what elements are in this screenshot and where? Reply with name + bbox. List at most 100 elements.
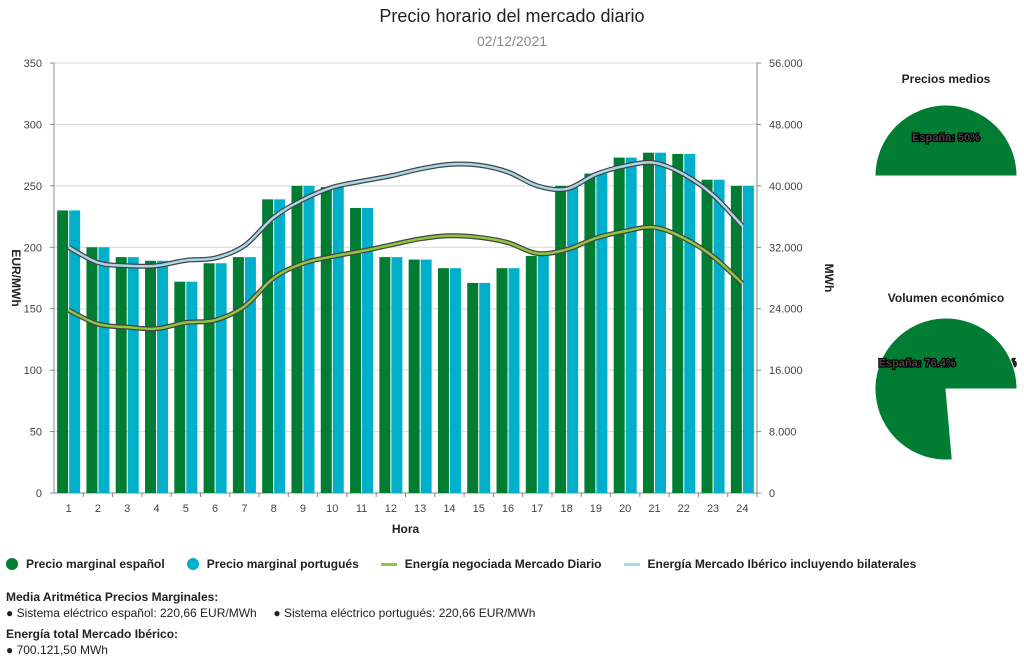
legend-label-spain: Precio marginal español [26,557,165,571]
y-right-tick-label: 40.000 [769,181,803,193]
x-tick-label: 15 [473,503,485,515]
bar-spain [643,153,654,493]
x-axis-title: Hora [392,522,420,536]
chart-legend: Precio marginal español Precio marginal … [6,555,938,573]
bar-portugal [128,257,139,493]
media-heading: Media Aritmética Precios Marginales: [6,590,535,606]
bar-spain [116,257,127,493]
bar-portugal [216,263,227,493]
y-right-tick-label: 0 [769,488,775,500]
y-tick-label: 100 [24,365,42,377]
legend-label-energy-iberico: Energía Mercado Ibérico incluyendo bilat… [648,557,917,571]
bar-portugal [274,199,285,493]
x-tick-label: 17 [531,503,543,515]
legend-marker-energy-iberico [624,563,640,566]
y-right-tick-label: 24.000 [769,304,803,316]
bar-portugal [509,268,520,493]
x-tick-label: 21 [648,503,660,515]
bar-portugal [538,256,549,493]
legend-item-energy-md[interactable]: Energía negociada Mercado Diario [381,557,602,571]
x-tick-label: 4 [153,503,159,515]
pie-label-precios-1: España: 50% [912,132,980,144]
bar-spain [145,261,156,493]
media-pt-value: ● Sistema eléctrico portugués: 220,66 EU… [273,606,535,620]
bar-spain [526,256,537,493]
legend-label-portugal: Precio marginal portugués [207,557,359,571]
y-tick-label: 150 [24,304,42,316]
y-right-tick-label: 32.000 [769,242,803,254]
x-tick-label: 13 [414,503,426,515]
x-tick-label: 6 [212,503,218,515]
y-tick-label: 50 [30,427,42,439]
x-tick-label: 16 [502,503,514,515]
bar-spain [731,186,742,493]
media-es-value: ● Sistema eléctrico español: 220,66 EUR/… [6,606,257,620]
pie-slice-volumen-1 [875,318,1017,460]
bar-spain [702,180,713,493]
bar-spain [584,174,595,493]
y-tick-label: 350 [24,58,42,70]
x-tick-label: 12 [385,503,397,515]
bar-spain [467,283,478,493]
legend-item-portugal[interactable]: Precio marginal portugués [187,557,359,571]
bar-spain [57,210,68,493]
x-tick-label: 9 [300,503,306,515]
x-tick-label: 1 [66,503,72,515]
summary-footer: Media Aritmética Precios Marginales: ● S… [6,590,535,658]
bar-spain [321,187,332,493]
x-tick-label: 14 [443,503,455,515]
bar-portugal [391,257,402,493]
bar-spain [262,199,273,493]
bar-portugal [333,187,344,493]
bar-spain [672,154,683,493]
bar-spain [614,158,625,493]
bar-portugal [596,174,607,493]
x-tick-label: 22 [678,503,690,515]
bar-spain [86,247,97,493]
legend-marker-spain [6,558,18,570]
y-tick-label: 300 [24,119,42,131]
bar-spain [204,263,215,493]
y-tick-label: 250 [24,181,42,193]
legend-marker-portugal [187,558,199,570]
bar-portugal [479,283,490,493]
legend-label-energy-md: Energía negociada Mercado Diario [405,557,602,571]
x-tick-label: 8 [271,503,277,515]
energy-heading: Energía total Mercado Ibérico: [6,627,535,643]
legend-item-energy-iberico[interactable]: Energía Mercado Ibérico incluyendo bilat… [624,557,917,571]
bar-spain [379,257,390,493]
bar-portugal [655,153,666,493]
bar-portugal [714,180,725,493]
bar-portugal [303,186,314,493]
bar-spain [497,268,508,493]
bar-portugal [626,158,637,493]
y-right-axis-title: MWh [822,264,836,293]
bar-portugal [684,154,695,493]
bar-portugal [421,260,432,493]
y-right-tick-label: 56.000 [769,58,803,70]
y-axis-title: EUR/MWh [9,249,23,306]
bar-spain [409,260,420,493]
legend-marker-energy-md [381,563,397,566]
media-values: ● Sistema eléctrico español: 220,66 EUR/… [6,606,535,622]
x-tick-label: 24 [736,503,748,515]
bar-spain [438,268,449,493]
x-tick-label: 3 [124,503,130,515]
x-tick-label: 18 [560,503,572,515]
line-energy-iberico [69,162,743,266]
y-right-tick-label: 48.000 [769,119,803,131]
x-tick-label: 20 [619,503,631,515]
bar-spain [233,257,244,493]
bar-portugal [98,247,109,493]
y-right-tick-label: 16.000 [769,365,803,377]
x-tick-label: 10 [326,503,338,515]
pie-title-precios-medios: Precios medios [856,72,1024,86]
bar-spain [555,186,566,493]
bar-portugal [186,282,197,493]
x-tick-label: 23 [707,503,719,515]
bar-portugal [743,186,754,493]
bar-spain [174,282,185,493]
bar-portugal [157,261,168,493]
legend-item-spain[interactable]: Precio marginal español [6,557,165,571]
line-energy-md [69,227,743,329]
